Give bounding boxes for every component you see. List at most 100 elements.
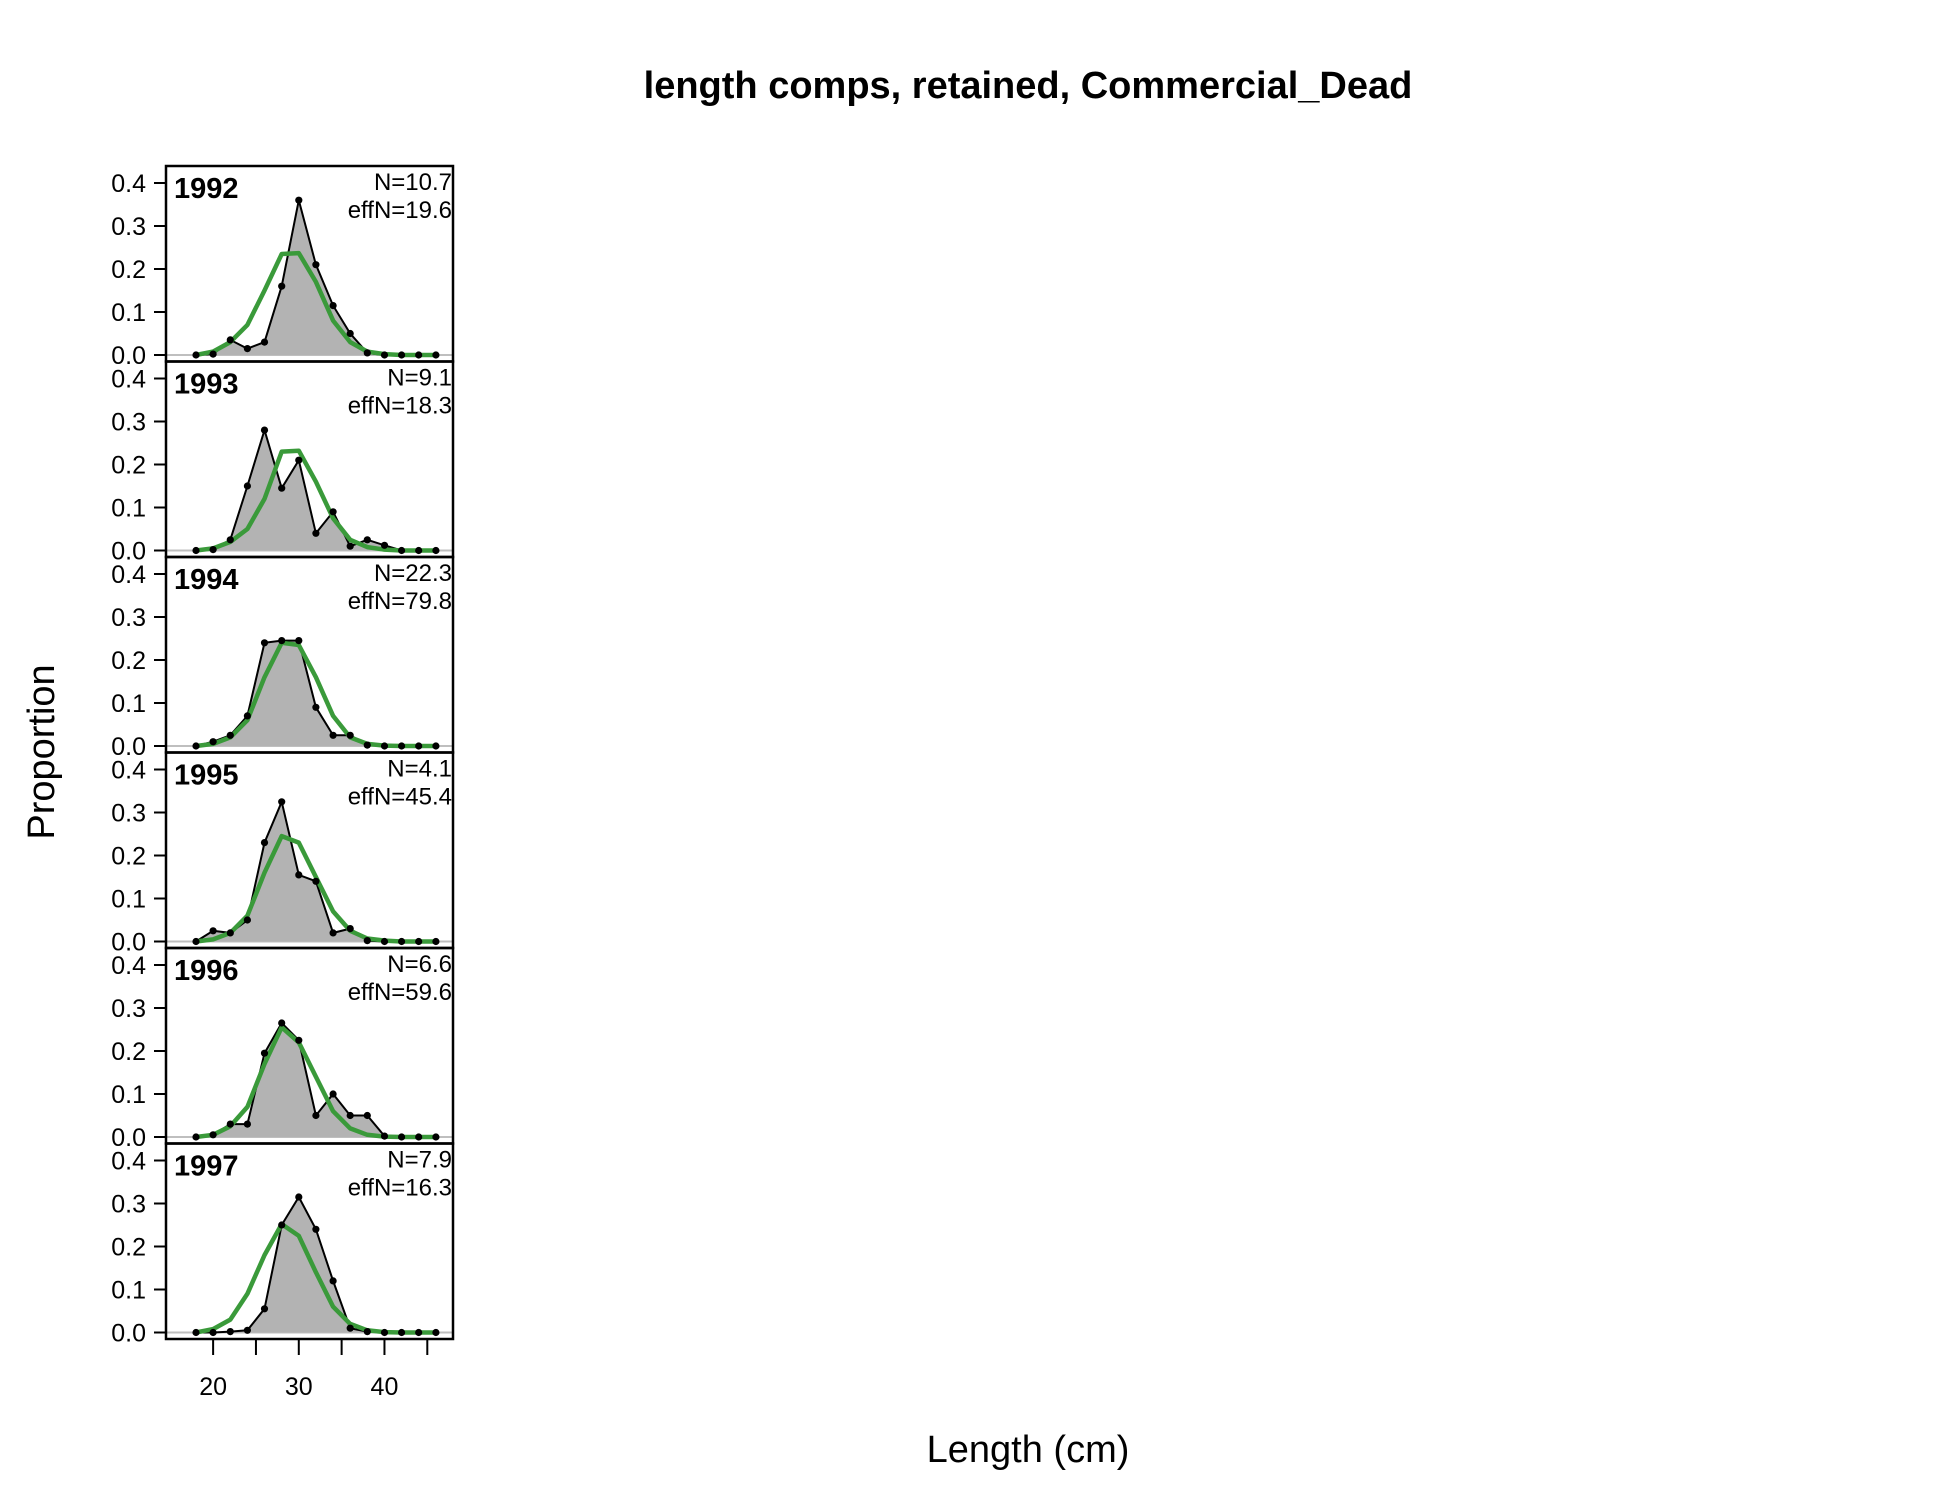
y-tick-label: 0.4 <box>111 561 146 589</box>
observed-point <box>346 731 354 739</box>
y-tick-label: 0.3 <box>111 604 146 632</box>
y-tick-label: 0.2 <box>111 647 146 675</box>
observed-point <box>243 482 251 490</box>
observed-point <box>312 877 320 885</box>
y-tick-label: 0.4 <box>111 757 146 785</box>
observed-point <box>380 742 389 750</box>
y-tick-label: 0.4 <box>111 366 146 394</box>
sample-size-label: N=22.3 <box>374 560 452 587</box>
panel-year-label: 1997 <box>174 1151 239 1183</box>
y-tick-label: 0.3 <box>111 800 146 828</box>
y-tick-label: 0.1 <box>111 886 146 914</box>
observed-point <box>432 937 440 946</box>
observed-point <box>226 536 234 544</box>
observed-point <box>243 1326 251 1334</box>
observed-point <box>415 1133 423 1141</box>
observed-point <box>260 338 269 346</box>
observed-point <box>415 742 423 750</box>
panel-year-label: 1995 <box>174 760 239 792</box>
panel-year-label: 1996 <box>174 955 239 987</box>
expected-line <box>195 250 436 358</box>
observed-point <box>243 1120 251 1128</box>
observed-point <box>260 426 269 434</box>
sample-size-label: N=6.6 <box>387 951 452 978</box>
x-tick-label: 40 <box>371 1373 399 1401</box>
observed-point <box>312 1225 320 1233</box>
observed-point <box>192 742 200 750</box>
expected-line <box>195 1025 436 1140</box>
y-tick-label: 0.4 <box>111 952 146 980</box>
observed-point <box>192 1328 200 1337</box>
expected-line <box>195 833 436 944</box>
observed-point <box>226 1328 234 1336</box>
observed-point <box>380 1328 389 1337</box>
observed-point <box>295 637 303 645</box>
observed-point <box>363 937 371 945</box>
observed-point <box>243 345 251 353</box>
effective-n-label: effN=19.6 <box>348 197 452 224</box>
observed-point <box>329 929 337 937</box>
observed-point <box>243 916 251 924</box>
observed-point <box>432 1328 440 1337</box>
y-tick-label: 0.1 <box>111 1277 146 1305</box>
observed-point <box>432 742 440 750</box>
observed-point <box>278 637 286 645</box>
observed-point <box>295 1036 303 1044</box>
observed-point <box>329 1277 337 1285</box>
observed-point <box>295 1193 303 1201</box>
observed-point <box>329 508 337 516</box>
y-tick-label: 0.1 <box>111 299 146 327</box>
observed-point <box>209 350 217 358</box>
observed-point <box>432 1133 440 1141</box>
observed-point <box>243 712 251 720</box>
y-axis-label: Proportion <box>21 664 63 839</box>
effective-n-label: effN=79.8 <box>348 588 452 615</box>
observed-point <box>192 937 200 946</box>
panel-frame <box>164 1142 455 1341</box>
observed-point <box>329 302 337 310</box>
observed-point <box>209 1328 217 1337</box>
y-tick-label: 0.2 <box>111 1234 146 1262</box>
observed-point <box>363 349 371 357</box>
y-tick-label: 0.4 <box>111 1148 146 1176</box>
observed-point <box>346 925 354 933</box>
observed-point <box>346 329 354 338</box>
y-tick-label: 0.3 <box>111 409 146 437</box>
observed-point <box>260 639 269 647</box>
effective-n-label: effN=16.3 <box>348 1175 452 1202</box>
observed-point <box>209 1131 217 1139</box>
sample-size-label: N=7.9 <box>387 1147 452 1174</box>
observed-point <box>192 1133 200 1141</box>
x-axis: 20 30 40 <box>199 1339 429 1401</box>
observed-point <box>295 456 303 464</box>
observed-point <box>209 927 217 935</box>
observed-point <box>226 336 234 344</box>
x-tick-label: 30 <box>285 1373 313 1401</box>
observed-point <box>380 541 389 549</box>
observed-point <box>278 484 286 492</box>
observed-point <box>312 529 320 537</box>
observed-area <box>196 1023 436 1137</box>
y-tick-label: 0.2 <box>111 843 146 871</box>
y-tick-label: 0.0 <box>111 342 146 370</box>
y-tick-label: 0.0 <box>111 929 146 957</box>
observed-point <box>312 261 320 269</box>
observed-point <box>398 1328 406 1337</box>
panel-year-label: 1993 <box>174 369 239 401</box>
chart-title: length comps, retained, Commercial_Dead <box>644 65 1413 107</box>
expected-line <box>195 448 436 553</box>
observed-point <box>415 546 423 555</box>
y-tick-label: 0.4 <box>111 170 146 198</box>
observed-point <box>380 1132 389 1140</box>
panel-year-label: 1992 <box>174 173 239 205</box>
observed-point <box>209 738 217 746</box>
